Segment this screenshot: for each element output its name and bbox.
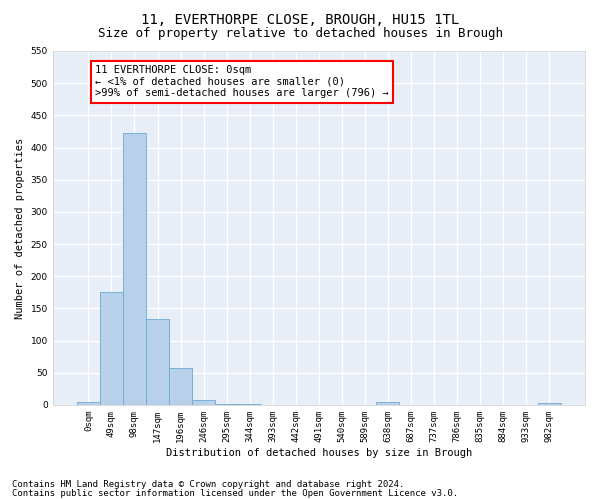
Bar (77, 402, 100, 405)
Bar (123, 134, 146, 405)
Bar (238, 404, 261, 405)
Bar (538, 403, 561, 405)
Bar (192, 400, 215, 405)
X-axis label: Distribution of detached houses by size in Brough: Distribution of detached houses by size … (166, 448, 472, 458)
Bar (376, 402, 400, 405)
Text: 11 EVERTHORPE CLOSE: 0sqm
← <1% of detached houses are smaller (0)
>99% of semi-: 11 EVERTHORPE CLOSE: 0sqm ← <1% of detac… (95, 65, 389, 98)
Y-axis label: Number of detached properties: Number of detached properties (15, 138, 25, 318)
Bar (215, 404, 238, 405)
Bar (100, 292, 123, 405)
Bar (169, 368, 192, 405)
Text: Size of property relative to detached houses in Brough: Size of property relative to detached ho… (97, 28, 503, 40)
Bar (146, 320, 169, 405)
Text: Contains HM Land Registry data © Crown copyright and database right 2024.: Contains HM Land Registry data © Crown c… (12, 480, 404, 489)
Text: 11, EVERTHORPE CLOSE, BROUGH, HU15 1TL: 11, EVERTHORPE CLOSE, BROUGH, HU15 1TL (141, 12, 459, 26)
Text: Contains public sector information licensed under the Open Government Licence v3: Contains public sector information licen… (12, 489, 458, 498)
